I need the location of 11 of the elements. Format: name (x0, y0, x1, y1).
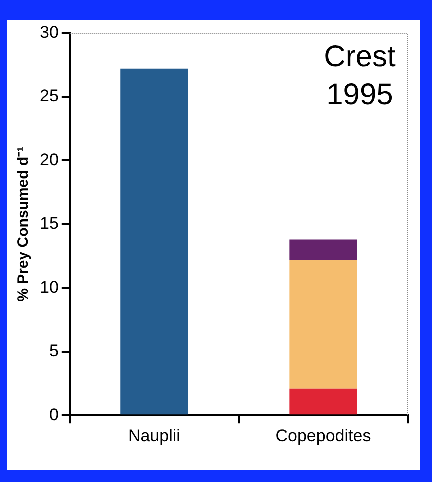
y-tick-label: 0 (49, 405, 59, 424)
x-tick-label: Copepodites (276, 426, 372, 446)
y-tick-label: 10 (40, 278, 59, 297)
y-tick-label: 25 (40, 86, 59, 106)
y-tick-label: 30 (40, 22, 59, 42)
y-tick-label: 5 (49, 342, 59, 361)
annotation: Crest 1995 (324, 40, 396, 112)
y-tick-label: 20 (40, 150, 59, 170)
y-tick-label: 15 (40, 214, 59, 234)
x-tick-label: Nauplii (128, 426, 180, 446)
y-axis-title: % Prey Consumed d⁻¹ (15, 146, 32, 302)
